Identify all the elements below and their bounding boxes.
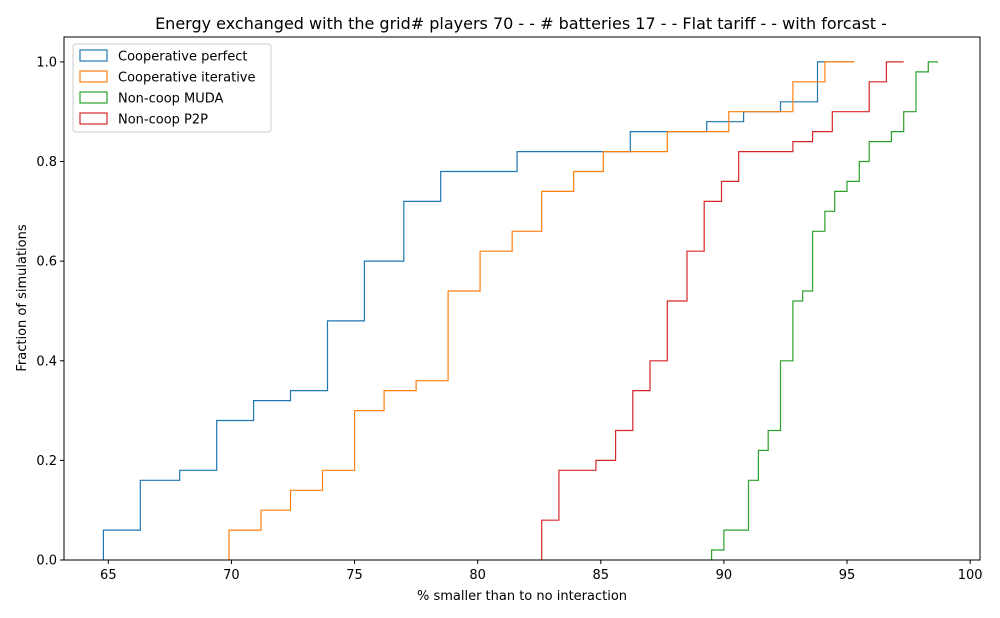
x-tick-label: 70 — [223, 568, 240, 583]
x-tick-label: 80 — [469, 568, 486, 583]
series-line-4 — [541, 61, 904, 560]
legend-label: Cooperative perfect — [118, 50, 248, 65]
plot-area-frame — [63, 36, 981, 561]
legend-swatch — [79, 91, 108, 104]
legend-swatch — [79, 70, 108, 83]
series-line-1 — [102, 61, 855, 560]
y-tick-label: 0.8 — [36, 155, 57, 170]
legend-label: Non-coop P2P — [118, 113, 208, 128]
series-line-2 — [228, 61, 855, 560]
y-tick-label: 0.6 — [36, 255, 57, 270]
x-tick-label: 75 — [346, 568, 363, 583]
y-tick-label: 1.0 — [36, 55, 57, 70]
series-line-3 — [711, 61, 939, 560]
plot-series-group — [102, 61, 939, 560]
y-tick-label: 0.0 — [36, 554, 57, 569]
x-tick-label: 95 — [839, 568, 856, 583]
chart-title: Energy exchanged with the grid# players … — [155, 14, 887, 33]
legend-frame — [72, 43, 272, 133]
legend-swatch — [79, 112, 108, 125]
y-axis-label: Fraction of simulations — [15, 224, 30, 371]
legend-swatch — [79, 49, 108, 62]
x-tick-label: 90 — [716, 568, 733, 583]
y-tick-label: 0.2 — [36, 454, 57, 469]
y-tick-label: 0.4 — [36, 354, 57, 369]
x-tick-label: 100 — [958, 568, 983, 583]
legend-label: Non-coop MUDA — [118, 92, 224, 107]
x-tick-label: 65 — [100, 568, 117, 583]
x-axis-label: % smaller than to no interaction — [417, 589, 627, 604]
x-axis-ticks: 65 70 75 80 85 90 95 100 — [100, 560, 983, 583]
legend-entries: Cooperative perfect Cooperative iterative… — [79, 49, 256, 128]
y-axis-ticks: 0.0 0.2 0.4 0.6 0.8 1.0 — [36, 55, 64, 569]
legend: Cooperative perfect Cooperative iterative… — [72, 43, 272, 133]
x-tick-label: 85 — [593, 568, 610, 583]
legend-label: Cooperative iterative — [118, 71, 256, 86]
